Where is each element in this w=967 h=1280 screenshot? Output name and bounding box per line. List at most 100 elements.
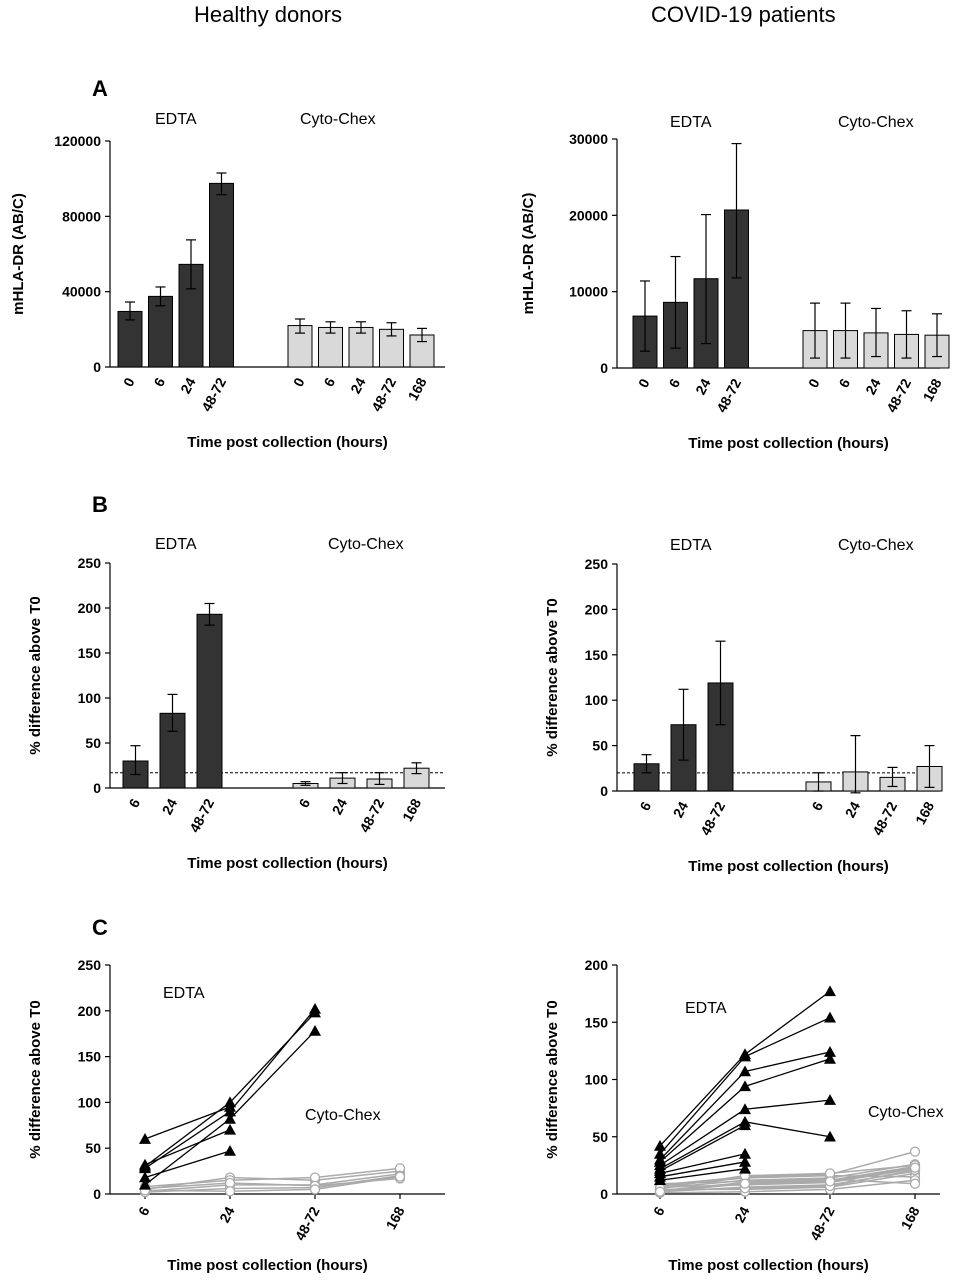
A_covid-group-label: EDTA	[670, 114, 712, 131]
C_covid-x-axis-label: Time post collection (hours)	[668, 1257, 869, 1274]
A_healthy-x-axis-label: Time post collection (hours)	[187, 434, 388, 451]
C_covid-cytochex-point	[909, 1178, 921, 1189]
C_healthy-y-tick-label: 0	[93, 1186, 101, 1202]
B_healthy-x-tick-label: 24	[329, 796, 351, 817]
C_covid-cytochex-point	[654, 1186, 666, 1197]
A_covid-x-tick-label: 24	[692, 376, 714, 397]
B_covid-x-tick-label: 48-72	[697, 799, 728, 838]
C_covid-cytochex-line	[659, 1163, 916, 1190]
C_healthy-edta-point	[139, 1133, 151, 1144]
C_covid-x-tick-label: 24	[731, 1204, 753, 1225]
A_covid-x-tick-label: 6	[665, 376, 683, 391]
C_covid-x-tick-label: 168	[898, 1204, 923, 1232]
A_healthy-x-tick-label: 48-72	[198, 375, 229, 414]
C_healthy-x-tick-label: 24	[216, 1204, 238, 1225]
C_covid-x-tick-label: 6	[650, 1204, 668, 1219]
B_covid-x-tick-label: 48-72	[869, 799, 900, 838]
C_healthy-edta-point	[309, 1024, 321, 1036]
C_healthy-cytochex-point	[394, 1171, 406, 1182]
C_covid-cytochex-point	[909, 1162, 921, 1173]
A_healthy-y-tick-label: 120000	[54, 133, 101, 149]
A_healthy-group-label: EDTA	[155, 111, 197, 128]
C_covid-edta-point	[824, 1094, 836, 1105]
B_healthy-bar	[196, 613, 223, 789]
C_covid-cytochex-point	[824, 1176, 836, 1187]
C_healthy-x-tick-label: 48-72	[292, 1204, 323, 1243]
A_covid-x-tick-label: 48-72	[713, 376, 744, 415]
A_covid-x-tick-label: 0	[805, 376, 823, 391]
C_healthy-edta-point	[224, 1105, 236, 1117]
B_covid-x-tick-label: 24	[670, 799, 692, 820]
B_healthy-x-tick-label: 48-72	[186, 796, 217, 835]
A_healthy-x-tick-label: 0	[120, 375, 138, 390]
A_covid-x-tick-label: 24	[862, 376, 884, 397]
C_healthy-edta-point	[224, 1144, 236, 1156]
A_covid-x-tick-label: 0	[635, 376, 653, 391]
A_covid-y-tick-label: 30000	[569, 131, 608, 147]
A_healthy-bar	[148, 295, 173, 368]
B_healthy-y-tick-label: 50	[85, 735, 101, 751]
B_covid-group-label: Cyto-Chex	[838, 537, 914, 554]
B_covid-y-tick-label: 250	[585, 556, 609, 572]
A_covid-y-axis-label: mHLA-DR (AB/C)	[520, 193, 537, 315]
B_covid-group-label: EDTA	[670, 537, 712, 554]
C_healthy-edta-line	[144, 1008, 316, 1169]
C_covid-edta-point	[654, 1174, 666, 1186]
C_healthy-x-tick-label: 168	[383, 1204, 408, 1232]
C_covid-edta-point	[739, 1065, 751, 1077]
C_healthy-y-tick-label: 200	[78, 1003, 102, 1019]
C_healthy-cytochex-line	[144, 1177, 401, 1190]
C_healthy-edta-line	[144, 1012, 316, 1168]
B_covid-y-axis-label: % difference above T0	[544, 598, 561, 756]
C_healthy-edta-point	[309, 1002, 321, 1014]
A_healthy-x-tick-label: 0	[290, 375, 308, 390]
header-covid-patients: COVID-19 patients	[651, 2, 836, 27]
B_healthy-x-axis-label: Time post collection (hours)	[187, 855, 388, 872]
C_healthy-edta-point	[139, 1158, 151, 1170]
C_covid-edta-line	[659, 1168, 746, 1181]
panel-letter-b: B	[92, 492, 108, 517]
C_covid-edta-point	[739, 1119, 751, 1131]
A_covid-x-axis-label: Time post collection (hours)	[688, 435, 889, 452]
B_healthy-bar	[159, 712, 186, 789]
B_covid-y-tick-label: 200	[585, 601, 609, 617]
C_covid-y-tick-label: 150	[585, 1014, 609, 1030]
C_healthy-edta-point	[224, 1112, 236, 1124]
B_healthy-x-tick-label: 24	[159, 796, 181, 817]
C_healthy-edta-line	[144, 1129, 231, 1166]
C_covid-edta-line	[659, 1153, 746, 1175]
C_covid-edta-point	[824, 985, 836, 997]
A_healthy-x-tick-label: 48-72	[368, 375, 399, 414]
A_healthy-y-tick-label: 80000	[62, 208, 101, 224]
C_healthy-cytochex-point	[224, 1186, 236, 1197]
B_healthy-y-axis-label: % difference above T0	[27, 596, 44, 754]
C_covid-edta-point	[739, 1080, 751, 1092]
A_healthy-y-tick-label: 0	[93, 359, 101, 375]
C_healthy-cytochex-line	[144, 1167, 401, 1188]
A_healthy-bar	[209, 182, 234, 368]
C_healthy-y-tick-label: 50	[85, 1140, 101, 1156]
C_covid-edta-point	[739, 1155, 751, 1167]
C_covid-y-axis-label: % difference above T0	[544, 1000, 561, 1158]
B_covid-x-tick-label: 6	[808, 799, 826, 814]
B_healthy-y-tick-label: 250	[78, 555, 102, 571]
A_healthy-x-tick-label: 168	[405, 375, 430, 403]
C_healthy-group-label-edta: EDTA	[163, 985, 205, 1002]
B_covid-x-tick-label: 24	[842, 799, 864, 820]
A_covid-y-tick-label: 20000	[569, 207, 608, 223]
C_covid-edta-point	[824, 1011, 836, 1023]
C_covid-x-tick-label: 48-72	[807, 1204, 838, 1243]
B_covid-x-axis-label: Time post collection (hours)	[688, 858, 889, 875]
A_healthy-x-tick-label: 24	[347, 375, 369, 396]
A_healthy-group-label: Cyto-Chex	[300, 111, 376, 128]
B_healthy-x-tick-label: 168	[399, 796, 424, 824]
C_covid-cytochex-line	[659, 1150, 916, 1186]
B_healthy-group-label: Cyto-Chex	[328, 536, 404, 553]
C_covid-cytochex-point	[909, 1146, 921, 1157]
B_covid-y-tick-label: 150	[585, 647, 609, 663]
B_healthy-y-tick-label: 100	[78, 690, 102, 706]
A_healthy-x-tick-label: 6	[320, 375, 338, 390]
B_healthy-x-tick-label: 6	[295, 796, 313, 811]
C_covid-edta-point	[824, 1052, 836, 1064]
